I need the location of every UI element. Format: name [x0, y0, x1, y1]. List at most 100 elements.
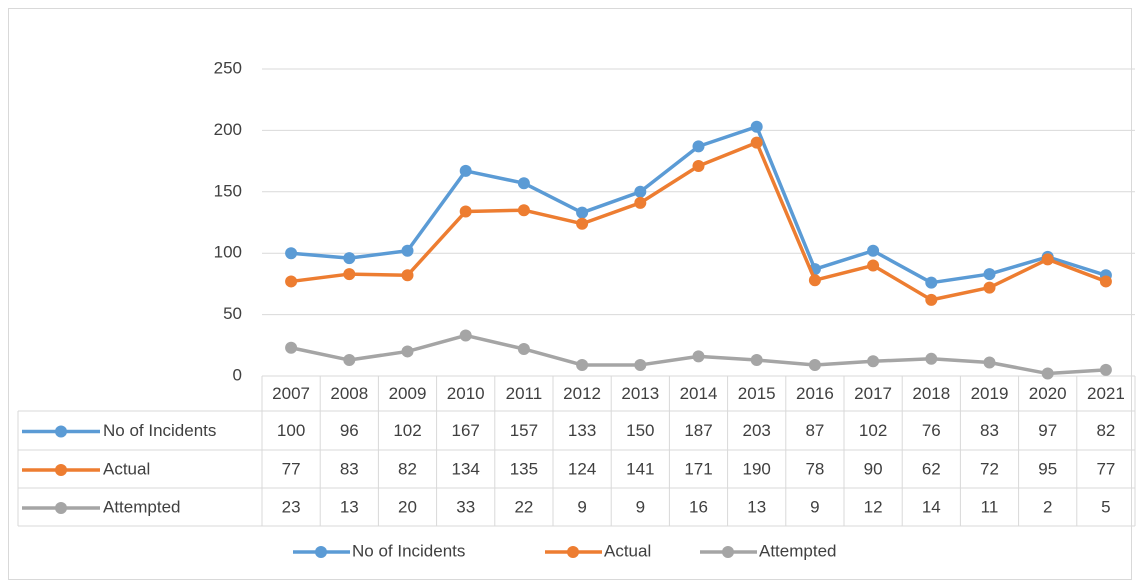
point — [401, 269, 414, 282]
chart-border — [8, 8, 1132, 580]
x-tick-label: 2019 — [971, 384, 1009, 403]
table-cell: 82 — [398, 459, 417, 478]
table-cell: 157 — [510, 421, 538, 440]
legend-label: Attempted — [759, 541, 837, 560]
table-cell: 171 — [684, 459, 712, 478]
y-tick-label: 100 — [214, 243, 242, 262]
point — [517, 177, 530, 190]
table-cell: 124 — [568, 459, 596, 478]
point — [634, 185, 647, 198]
x-tick-label: 2015 — [738, 384, 776, 403]
table-cell: 190 — [743, 459, 771, 478]
point — [576, 217, 589, 230]
table-row-label: Attempted — [103, 497, 181, 516]
table-cell: 83 — [340, 459, 359, 478]
table-cell: 167 — [452, 421, 480, 440]
table-cell: 134 — [452, 459, 480, 478]
table-cell: 72 — [980, 459, 999, 478]
table-cell: 13 — [340, 497, 359, 516]
point — [867, 355, 880, 368]
point — [634, 358, 647, 371]
point — [576, 358, 589, 371]
legend-marker — [315, 546, 327, 558]
table-cell: 9 — [636, 497, 645, 516]
point — [285, 247, 298, 260]
table-cell: 13 — [747, 497, 766, 516]
x-tick-label: 2016 — [796, 384, 834, 403]
legend-marker — [567, 546, 579, 558]
table-cell: 14 — [922, 497, 941, 516]
point — [517, 342, 530, 355]
x-tick-label: 2018 — [912, 384, 950, 403]
point — [750, 354, 763, 367]
table-cell: 82 — [1096, 421, 1115, 440]
point — [1099, 363, 1112, 376]
x-tick-label: 2009 — [389, 384, 427, 403]
point — [285, 275, 298, 288]
point — [343, 268, 356, 281]
table-cell: 5 — [1101, 497, 1110, 516]
table-cell: 2 — [1043, 497, 1052, 516]
table-cell: 96 — [340, 421, 359, 440]
table-cell: 16 — [689, 497, 708, 516]
table-cell: 203 — [743, 421, 771, 440]
point — [1099, 275, 1112, 288]
table-key-marker — [55, 502, 67, 514]
table-cell: 33 — [456, 497, 475, 516]
table-cell: 9 — [810, 497, 819, 516]
legend-label: Actual — [604, 541, 651, 560]
table-row-label: Actual — [103, 459, 150, 478]
point — [692, 160, 705, 173]
point — [517, 204, 530, 217]
table-cell: 102 — [859, 421, 887, 440]
x-tick-label: 2013 — [621, 384, 659, 403]
table-cell: 95 — [1038, 459, 1057, 478]
point — [808, 274, 821, 287]
table-cell: 22 — [514, 497, 533, 516]
table-cell: 150 — [626, 421, 654, 440]
x-tick-label: 2008 — [330, 384, 368, 403]
table-cell: 97 — [1038, 421, 1057, 440]
table-cell: 133 — [568, 421, 596, 440]
x-tick-label: 2010 — [447, 384, 485, 403]
point — [343, 354, 356, 367]
table-key-marker — [55, 425, 67, 438]
point — [1041, 253, 1054, 266]
table-cell: 9 — [577, 497, 586, 516]
x-tick-label: 2012 — [563, 384, 601, 403]
table-cell: 87 — [805, 421, 824, 440]
x-tick-label: 2007 — [272, 384, 310, 403]
table-cell: 77 — [282, 459, 301, 478]
y-tick-label: 150 — [214, 181, 242, 200]
x-tick-label: 2017 — [854, 384, 892, 403]
table-cell: 90 — [864, 459, 883, 478]
table-cell: 20 — [398, 497, 417, 516]
point — [925, 293, 938, 306]
table-cell: 11 — [981, 497, 999, 516]
point — [983, 268, 996, 281]
y-tick-label: 250 — [214, 58, 242, 77]
point — [576, 206, 589, 219]
legend-label: No of Incidents — [352, 541, 465, 560]
point — [692, 140, 705, 153]
point — [808, 358, 821, 371]
point — [867, 259, 880, 272]
point — [401, 345, 414, 358]
x-tick-label: 2021 — [1087, 384, 1125, 403]
x-tick-label: 2014 — [680, 384, 718, 403]
point — [750, 136, 763, 149]
y-tick-label: 200 — [214, 120, 242, 139]
table-cell: 83 — [980, 421, 999, 440]
y-tick-label: 0 — [233, 365, 242, 384]
x-tick-label: 2011 — [506, 384, 543, 403]
table-cell: 62 — [922, 459, 941, 478]
point — [750, 120, 763, 133]
point — [343, 252, 356, 265]
point — [925, 276, 938, 289]
x-tick-label: 2020 — [1029, 384, 1067, 403]
point — [1041, 367, 1054, 380]
legend-marker — [722, 546, 734, 558]
table-cell: 141 — [626, 459, 654, 478]
point — [634, 196, 647, 209]
